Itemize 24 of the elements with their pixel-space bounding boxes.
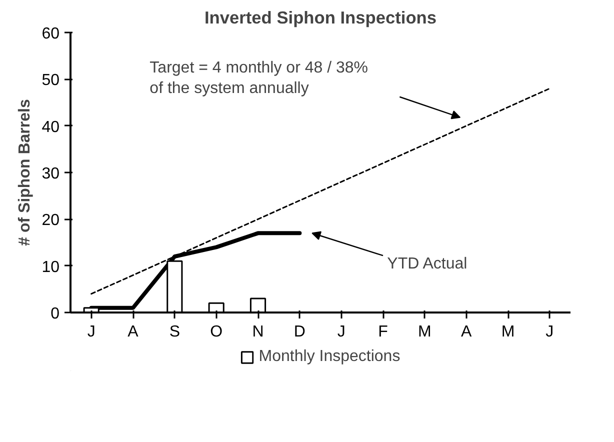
annotation: Target = 4 monthly or 48 / 38% of the system annually [150, 60, 368, 97]
y-tick-label: 20 [42, 212, 60, 230]
y-tick-label: 40 [42, 118, 60, 136]
x-tick-label: M [501, 324, 515, 340]
x-tick-label: M [418, 324, 432, 340]
x-tick-label: J [546, 324, 554, 340]
x-tick-label: J [337, 324, 346, 340]
y-tick-label: 0 [50, 306, 60, 322]
x-tick-label: F [378, 324, 388, 340]
annotation: YTD Actual [387, 255, 468, 272]
chart-title: Inverted Siphon Inspections [204, 8, 437, 28]
y-tick-label: 60 [42, 26, 60, 42]
x-tick-label: J [87, 324, 96, 340]
x-tick-label: O [210, 324, 223, 340]
x-tick-label: A [128, 324, 139, 340]
y-tick-label: 30 [42, 166, 60, 182]
x-tick-label: A [460, 324, 472, 340]
x-tick-label: N [252, 324, 264, 340]
y-tick-label: 50 [42, 72, 60, 90]
x-tick-label: S [169, 324, 180, 340]
x-tick-label: D [294, 324, 306, 340]
y-tick-label: 10 [42, 258, 60, 276]
legend-label: Monthly Inspections [258, 348, 400, 366]
y-axis-title: # of Siphon Barrels [16, 99, 34, 246]
